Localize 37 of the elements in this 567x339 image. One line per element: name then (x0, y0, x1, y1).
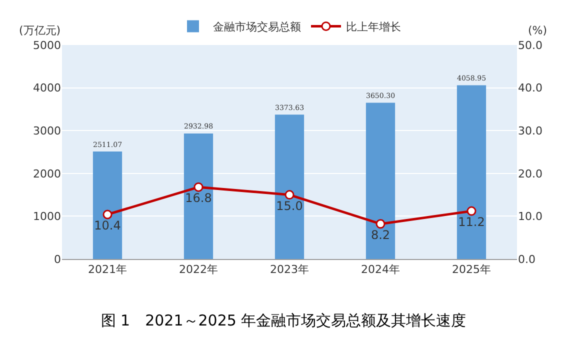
y2-tick-label: 40.0 (518, 82, 542, 95)
x-tick-label: 2025年 (452, 263, 491, 276)
point (194, 182, 204, 192)
data-label: 16.8 (185, 191, 212, 206)
legend-label: 比上年增长 (346, 20, 401, 34)
y-tick-label: 5000 (33, 38, 61, 52)
text: 图 1 2021～2025 年金融市场交易总额及其增长速度 (100, 311, 466, 330)
legend-label: 金融市场交易总额 (213, 20, 301, 34)
x-tick-label: 2023年 (270, 263, 309, 276)
y-axis-title: (万亿元) (19, 24, 61, 37)
point (102, 210, 112, 220)
y-tick-label: 0 (54, 252, 61, 266)
point (466, 206, 476, 216)
data-label: 15.0 (276, 198, 303, 213)
x-tick-label: 2022年 (179, 263, 218, 276)
y2-tick-label: 20.0 (518, 167, 542, 180)
data-label: 11.2 (458, 215, 485, 230)
bar (184, 133, 214, 259)
point (284, 190, 294, 200)
bar (366, 102, 396, 259)
y2-tick-label: 50.0 (518, 38, 542, 52)
data-label: 8.2 (370, 228, 390, 242)
x-tick-label: 2021年 (88, 263, 127, 276)
y2-tick-label: 0.0 (518, 252, 536, 266)
bar (456, 85, 486, 259)
y2-tick-label: 10.0 (518, 210, 542, 224)
x-tick-label: 2024年 (361, 263, 400, 276)
y2-axis-title: (%) (528, 24, 548, 37)
bar (92, 152, 122, 259)
y-tick-label: 1000 (33, 210, 61, 224)
data-label: 10.4 (94, 218, 121, 232)
y-tick-label: 2000 (33, 167, 61, 180)
y-tick-label: 3000 (33, 124, 61, 138)
point (376, 219, 386, 229)
bar (274, 114, 304, 259)
y-tick-label: 4000 (33, 82, 61, 95)
y2-tick-label: 30.0 (518, 124, 542, 138)
